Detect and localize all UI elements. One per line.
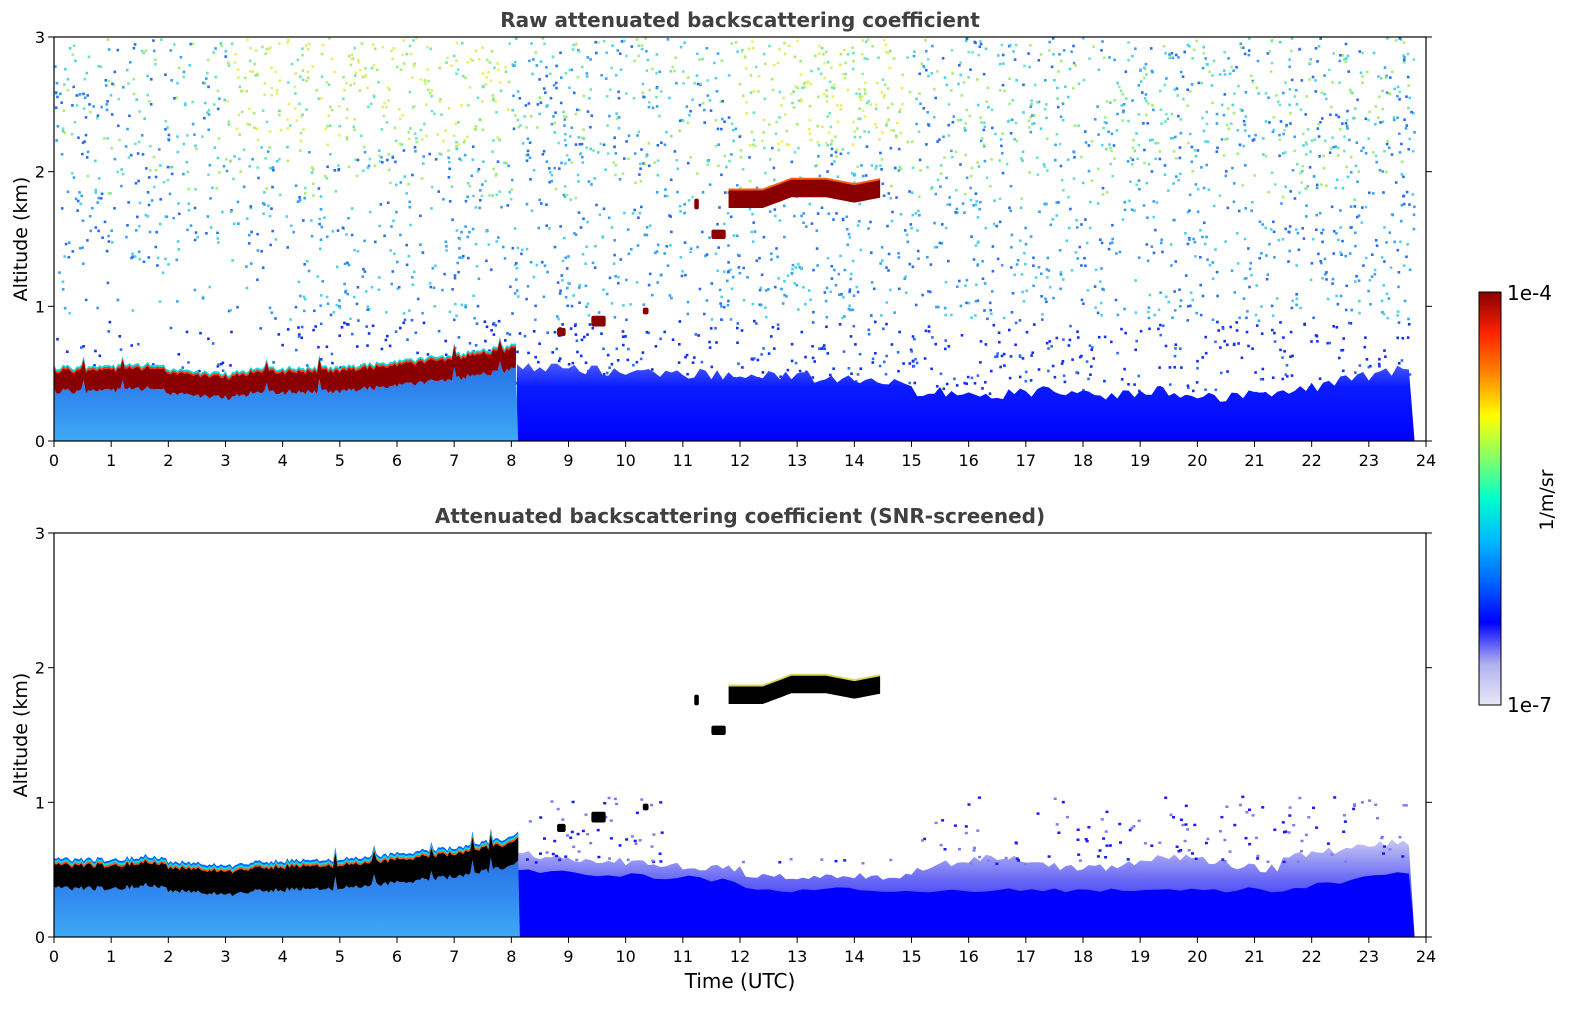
x-tick-label: 11 <box>673 947 693 966</box>
screened-cloud-fragment <box>591 811 606 823</box>
x-axis-label: Time (UTC) <box>684 969 796 993</box>
x-tick-label: 24 <box>1416 947 1436 966</box>
screened-chart-axes: 0 1 2 3 4 5 6 7 8 9 10 11 12 13 14 15 16 17 18 19 20 21 22 23 24… <box>35 524 1436 966</box>
screened-backscatter-plot <box>54 533 1426 937</box>
x-tick-label: 12 <box>730 947 750 966</box>
raw-y-axis-label: Altitude (km) <box>10 177 32 302</box>
x-tick-label: 2 <box>163 451 173 470</box>
colorbar-max-label: 1e-4 <box>1507 281 1552 305</box>
x-tick-label: 17 <box>1016 451 1036 470</box>
x-tick-label: 9 <box>563 451 573 470</box>
screened-cloud-fragment <box>694 694 699 706</box>
x-tick-label: 24 <box>1416 451 1436 470</box>
x-tick-label: 12 <box>730 451 750 470</box>
x-tick-label: 1 <box>106 947 116 966</box>
raw-cloud-fragment <box>642 307 649 315</box>
x-tick-label: 6 <box>392 947 402 966</box>
x-tick-label: 22 <box>1301 947 1321 966</box>
x-tick-label: 14 <box>844 947 864 966</box>
raw-chart-title: Raw attenuated backscattering coefficien… <box>500 8 980 32</box>
x-tick-label: 7 <box>449 947 459 966</box>
screened-chart-title: Attenuated backscattering coefficient (S… <box>434 504 1046 528</box>
x-tick-label: 5 <box>335 947 345 966</box>
x-tick-label: 11 <box>673 451 693 470</box>
x-tick-label: 13 <box>787 451 807 470</box>
y-tick-label: 2 <box>35 659 45 678</box>
x-tick-label: 23 <box>1359 947 1379 966</box>
x-tick-label: 16 <box>958 947 978 966</box>
screened-cloud-fragment <box>642 803 649 811</box>
x-tick-label: 16 <box>958 451 978 470</box>
raw-boundary-layer-top <box>54 340 516 400</box>
y-tick-label: 3 <box>35 524 45 543</box>
x-tick-label: 9 <box>563 947 573 966</box>
screened-cloud-fragment <box>711 725 726 735</box>
x-tick-label: 19 <box>1130 947 1150 966</box>
screened-boundary-layer-top <box>54 834 519 897</box>
raw-low-backscatter-layer <box>517 363 1415 441</box>
raw-cloud-fragment <box>557 327 566 336</box>
colorbar-min-label: 1e-7 <box>1507 693 1552 717</box>
y-tick-label: 3 <box>35 28 45 47</box>
y-tick-label: 0 <box>35 928 45 947</box>
x-tick-label: 14 <box>844 451 864 470</box>
x-tick-label: 8 <box>506 947 516 966</box>
raw-cloud-fragment <box>711 229 726 239</box>
x-tick-label: 3 <box>220 947 230 966</box>
x-tick-label: 19 <box>1130 451 1150 470</box>
screened-speckles <box>525 795 1408 866</box>
y-tick-label: 1 <box>35 793 45 812</box>
x-tick-label: 20 <box>1187 451 1207 470</box>
x-tick-label: 4 <box>278 947 288 966</box>
screened-y-axis-label: Altitude (km) <box>10 673 32 798</box>
raw-cloud-fragment <box>694 198 699 210</box>
x-tick-label: 2 <box>163 947 173 966</box>
raw-backscatter-plot <box>54 37 1426 441</box>
x-tick-label: 18 <box>1073 947 1093 966</box>
x-tick-label: 22 <box>1301 451 1321 470</box>
x-tick-label: 17 <box>1016 947 1036 966</box>
x-tick-label: 20 <box>1187 947 1207 966</box>
raw-noise-field <box>54 37 1416 397</box>
x-tick-label: 7 <box>449 451 459 470</box>
x-tick-label: 10 <box>615 451 635 470</box>
y-tick-label: 0 <box>35 432 45 451</box>
x-tick-label: 3 <box>220 451 230 470</box>
x-tick-label: 1 <box>106 451 116 470</box>
x-tick-label: 8 <box>506 451 516 470</box>
x-tick-label: 4 <box>278 451 288 470</box>
x-tick-label: 18 <box>1073 451 1093 470</box>
y-tick-label: 1 <box>35 297 45 316</box>
x-tick-label: 21 <box>1244 451 1264 470</box>
colorbar-unit-label: 1/m/sr <box>1536 469 1558 530</box>
y-tick-label: 2 <box>35 163 45 182</box>
raw-mixed-layer <box>54 361 519 441</box>
x-tick-label: 6 <box>392 451 402 470</box>
screened-elevated-cloud <box>728 675 881 704</box>
x-tick-label: 0 <box>49 451 59 470</box>
screened-cloud-fragment <box>557 823 566 832</box>
colorbar-gradient <box>1478 291 1502 706</box>
x-tick-label: 5 <box>335 451 345 470</box>
x-tick-label: 23 <box>1359 451 1379 470</box>
x-tick-label: 15 <box>901 451 921 470</box>
colorbar: 1e-4 1e-7 1/m/sr <box>1478 281 1558 717</box>
x-tick-label: 15 <box>901 947 921 966</box>
raw-chart-axes: 0 1 2 3 4 5 6 7 8 9 10 11 12 13 14 15 16 17 18 19 20 21 22 23 24… <box>35 28 1436 470</box>
x-tick-label: 21 <box>1244 947 1264 966</box>
screened-low-layer-core <box>517 869 1415 937</box>
raw-cloud-fragment <box>591 315 606 327</box>
raw-elevated-cloud <box>728 179 881 208</box>
x-tick-label: 13 <box>787 947 807 966</box>
screened-mixed-layer <box>54 857 520 937</box>
x-tick-label: 0 <box>49 947 59 966</box>
x-tick-label: 10 <box>615 947 635 966</box>
